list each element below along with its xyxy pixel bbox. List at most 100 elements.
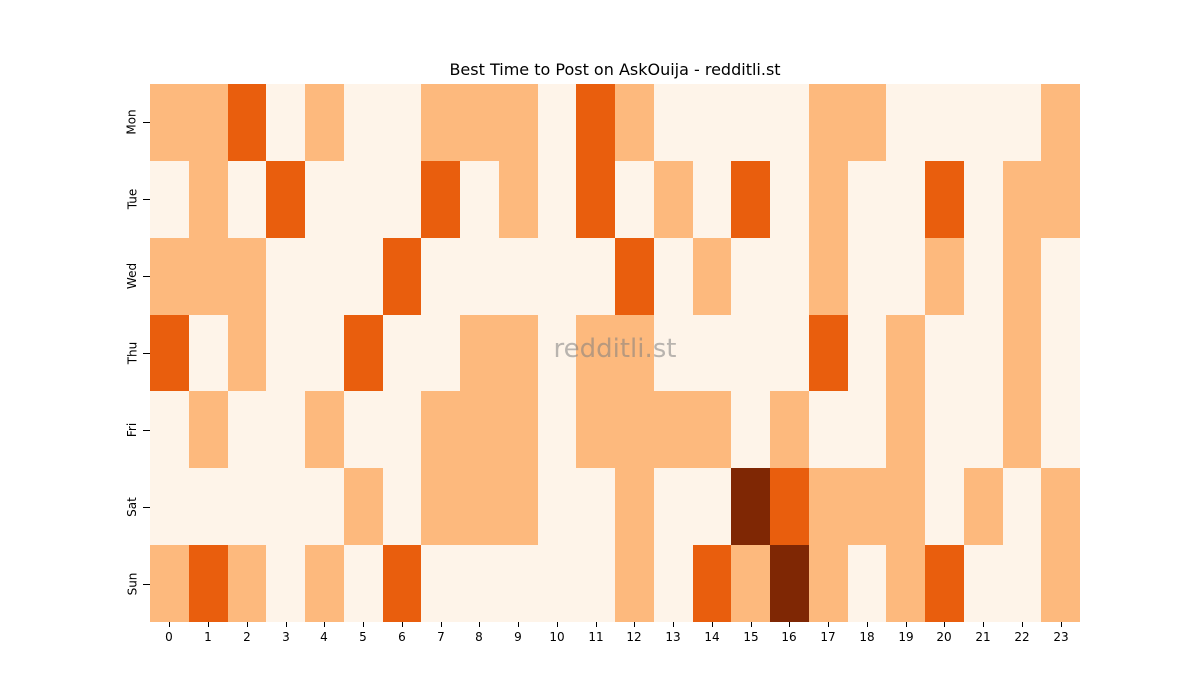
heatmap-cell	[421, 84, 460, 161]
heatmap-cell	[808, 391, 848, 469]
heatmap-cell	[886, 468, 925, 546]
x-tick	[286, 622, 287, 627]
heatmap-cell	[227, 160, 267, 238]
x-tick-label: 5	[359, 630, 367, 644]
y-tick-label: Sat	[125, 497, 139, 517]
heatmap-cell	[925, 391, 964, 469]
heatmap-cell	[1041, 237, 1080, 315]
heatmap-cell	[498, 314, 538, 392]
heatmap-cell	[421, 468, 460, 546]
x-tick	[983, 622, 984, 627]
heatmap-cell	[576, 391, 615, 469]
y-tick-label: Tue	[125, 188, 139, 210]
heatmap-cell	[537, 468, 577, 546]
y-tick-label: Thu	[125, 341, 140, 365]
heatmap-cell	[382, 391, 422, 469]
heatmap-cell	[770, 391, 809, 469]
heatmap-cell	[653, 84, 693, 161]
x-tick	[208, 622, 209, 627]
heatmap-cell	[266, 237, 305, 315]
heatmap-cell	[460, 468, 499, 546]
heatmap-cell	[847, 545, 887, 622]
heatmap-cell	[537, 545, 577, 622]
heatmap-cell	[576, 237, 615, 315]
heatmap-cell	[731, 545, 770, 622]
heatmap-cell	[886, 160, 925, 238]
heatmap-cell	[1002, 391, 1042, 469]
heatmap-cell	[731, 314, 770, 392]
heatmap-cell	[305, 84, 344, 161]
heatmap-cell	[692, 545, 732, 622]
x-tick-label: 11	[588, 630, 604, 644]
x-tick	[944, 622, 945, 627]
heatmap-cell	[188, 545, 228, 622]
heatmap-cell	[770, 160, 809, 238]
heatmap-cell	[847, 314, 887, 392]
y-tick	[143, 199, 150, 200]
heatmap-cell	[615, 314, 654, 392]
x-tick-label: 10	[549, 630, 565, 644]
y-tick	[143, 353, 150, 354]
heatmap-cell	[421, 545, 460, 622]
x-tick	[1061, 622, 1062, 627]
heatmap-cell	[537, 314, 577, 392]
heatmap-cell	[188, 160, 228, 238]
y-tick-label: Mon	[125, 109, 139, 135]
heatmap-cell	[808, 237, 848, 315]
y-tick	[143, 507, 150, 508]
heatmap-cell	[847, 468, 887, 546]
heatmap-cell	[808, 160, 848, 238]
x-tick-label: 20	[936, 630, 952, 644]
heatmap-cell	[150, 391, 189, 469]
heatmap-cell	[847, 237, 887, 315]
heatmap-cell	[925, 237, 964, 315]
heatmap-cell	[615, 545, 654, 622]
heatmap-cell	[227, 468, 267, 546]
x-tick-label: 13	[665, 630, 681, 644]
heatmap-cell	[731, 160, 770, 238]
x-tick	[324, 622, 325, 627]
x-tick-label: 17	[820, 630, 836, 644]
heatmap-cell	[343, 160, 383, 238]
heatmap-cell	[925, 468, 964, 546]
x-tick-label: 16	[781, 630, 797, 644]
x-tick	[789, 622, 790, 627]
heatmap-cell	[343, 545, 383, 622]
heatmap-cell	[1041, 314, 1080, 392]
heatmap-cell	[227, 391, 267, 469]
heatmap-cell	[421, 391, 460, 469]
heatmap-cell	[227, 545, 267, 622]
heatmap-cell	[653, 391, 693, 469]
heatmap-cell	[886, 314, 925, 392]
heatmap-cell	[731, 237, 770, 315]
heatmap-cell	[692, 391, 732, 469]
heatmap-cell	[770, 84, 809, 161]
heatmap-cell	[305, 314, 344, 392]
x-tick	[557, 622, 558, 627]
heatmap-cell	[1002, 84, 1042, 161]
y-tick	[143, 584, 150, 585]
heatmap-cell	[343, 237, 383, 315]
heatmap-cell	[421, 314, 460, 392]
heatmap-cell	[847, 160, 887, 238]
heatmap-cell	[770, 468, 809, 546]
heatmap-cell	[305, 237, 344, 315]
x-tick	[518, 622, 519, 627]
heatmap-cell	[305, 160, 344, 238]
heatmap-cell	[925, 84, 964, 161]
heatmap-cell	[615, 391, 654, 469]
heatmap-cell	[692, 314, 732, 392]
y-tick	[143, 430, 150, 431]
heatmap-cell	[1002, 468, 1042, 546]
heatmap-cell	[770, 314, 809, 392]
heatmap-cell	[847, 84, 887, 161]
heatmap-cell	[150, 84, 189, 161]
heatmap-cell	[808, 84, 848, 161]
x-tick-label: 1	[204, 630, 212, 644]
heatmap-cell	[1002, 237, 1042, 315]
heatmap-cell	[498, 545, 538, 622]
heatmap-plot-area: redditli.st	[150, 84, 1080, 622]
heatmap-cell	[576, 545, 615, 622]
heatmap-cell	[460, 314, 499, 392]
heatmap-cell	[460, 84, 499, 161]
